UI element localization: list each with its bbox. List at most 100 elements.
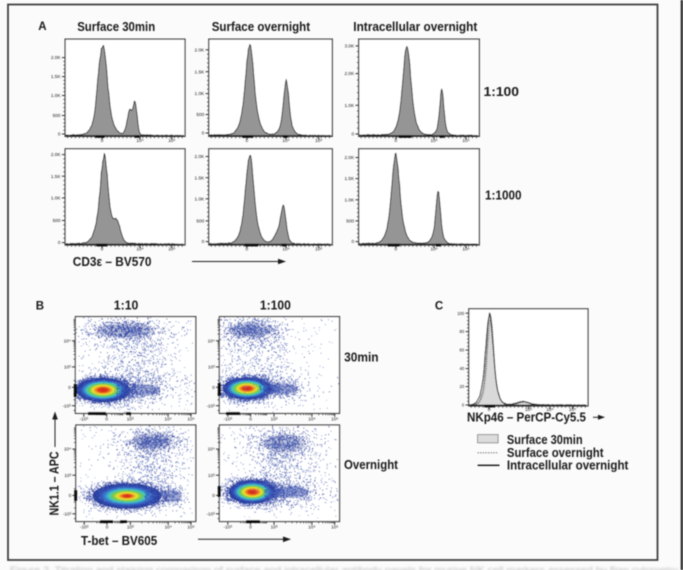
svg-text:0: 0: [105, 417, 108, 422]
svg-text:-10³: -10³: [206, 511, 215, 516]
svg-text:10⁴: 10⁴: [64, 338, 71, 343]
svg-text:Intracellular overnight: Intracellular overnight: [507, 458, 629, 473]
svg-text:1.0K: 1.0K: [344, 197, 355, 202]
svg-text:3.0K: 3.0K: [344, 44, 355, 49]
svg-text:10³: 10³: [127, 525, 134, 530]
svg-text:10⁴: 10⁴: [430, 138, 437, 143]
svg-text:10⁴: 10⁴: [308, 417, 315, 422]
svg-text:Overnight: Overnight: [344, 457, 399, 472]
svg-text:500: 500: [346, 219, 354, 224]
svg-text:0: 0: [69, 493, 72, 498]
svg-text:Figure 3. Titration and staini: Figure 3. Titration and staining compari…: [10, 565, 680, 570]
svg-text:0: 0: [68, 385, 71, 390]
svg-text:1:100: 1:100: [260, 298, 291, 313]
svg-text:Surface overnight: Surface overnight: [212, 19, 311, 34]
svg-text:2.0K: 2.0K: [344, 71, 355, 76]
svg-text:10⁴: 10⁴: [136, 138, 143, 143]
svg-text:2.0K: 2.0K: [51, 152, 62, 157]
svg-text:B: B: [36, 300, 44, 312]
svg-text:A: A: [38, 21, 46, 33]
svg-text:10³: 10³: [525, 407, 532, 412]
svg-text:1.0K: 1.0K: [344, 103, 355, 108]
svg-text:10⁵: 10⁵: [187, 525, 194, 530]
svg-text:-10³: -10³: [63, 511, 72, 516]
svg-text:10⁵: 10⁵: [168, 247, 175, 252]
svg-text:Surface 30min: Surface 30min: [77, 19, 155, 34]
svg-text:500: 500: [53, 113, 61, 118]
svg-text:0: 0: [394, 138, 397, 143]
svg-text:10⁵: 10⁵: [569, 407, 576, 412]
svg-text:1.0K: 1.0K: [195, 91, 206, 96]
svg-text:10⁵: 10⁵: [462, 138, 469, 143]
svg-text:1:10: 1:10: [114, 298, 139, 313]
svg-text:10⁴: 10⁴: [136, 247, 143, 252]
svg-text:0: 0: [101, 138, 104, 143]
svg-text:10³: 10³: [64, 473, 71, 478]
svg-text:500: 500: [196, 112, 204, 117]
svg-text:0: 0: [58, 132, 61, 137]
svg-text:1.0K: 1.0K: [51, 93, 62, 98]
svg-text:1.0K: 1.0K: [51, 196, 62, 201]
svg-text:100: 100: [457, 311, 465, 316]
svg-text:0: 0: [488, 407, 491, 412]
svg-text:1.5K: 1.5K: [195, 175, 206, 180]
svg-text:10⁴: 10⁴: [282, 138, 289, 143]
svg-text:10³: 10³: [271, 525, 278, 530]
svg-text:0: 0: [212, 493, 215, 498]
svg-text:-10³: -10³: [62, 403, 71, 408]
svg-text:0: 0: [394, 247, 397, 252]
svg-text:60: 60: [460, 348, 465, 353]
svg-text:1:1000: 1:1000: [485, 187, 522, 202]
svg-text:30min: 30min: [344, 350, 379, 365]
svg-text:0: 0: [245, 138, 248, 143]
svg-text:1.0K: 1.0K: [195, 196, 206, 201]
svg-text:0: 0: [351, 132, 354, 137]
svg-text:80: 80: [460, 329, 465, 334]
svg-text:20: 20: [460, 384, 465, 389]
svg-text:2.0K: 2.0K: [51, 55, 62, 60]
svg-text:-10³: -10³: [80, 417, 89, 422]
svg-text:10⁴: 10⁴: [282, 247, 289, 252]
svg-text:10⁴: 10⁴: [308, 525, 315, 530]
svg-text:1.5K: 1.5K: [344, 176, 355, 181]
svg-text:10⁵: 10⁵: [331, 417, 338, 422]
svg-text:10⁵: 10⁵: [187, 417, 194, 422]
svg-text:Intracellular overnight: Intracellular overnight: [353, 19, 478, 34]
svg-text:10⁴: 10⁴: [164, 417, 171, 422]
svg-text:10⁵: 10⁵: [315, 247, 322, 252]
svg-text:2.0K: 2.0K: [195, 154, 206, 159]
svg-text:-10³: -10³: [80, 525, 89, 530]
svg-text:Surface 30min: Surface 30min: [507, 432, 583, 447]
svg-text:10⁴: 10⁴: [165, 525, 172, 530]
svg-text:2.0K: 2.0K: [344, 155, 355, 160]
svg-text:10⁴: 10⁴: [430, 247, 437, 252]
svg-text:0: 0: [202, 239, 205, 244]
svg-text:10⁵: 10⁵: [331, 525, 338, 530]
svg-text:0: 0: [249, 525, 252, 530]
svg-text:1.5K: 1.5K: [51, 174, 62, 179]
svg-text:10⁵: 10⁵: [168, 138, 175, 143]
svg-text:-10³: -10³: [224, 525, 233, 530]
svg-text:0: 0: [101, 247, 104, 252]
svg-text:10³: 10³: [208, 473, 215, 478]
svg-text:0: 0: [351, 239, 354, 244]
svg-text:0: 0: [245, 247, 248, 252]
svg-text:10³: 10³: [271, 417, 278, 422]
svg-text:T-bet – BV605: T-bet – BV605: [81, 533, 157, 548]
svg-text:-10³: -10³: [206, 403, 215, 408]
svg-text:10³: 10³: [64, 365, 71, 370]
svg-text:Surface overnight: Surface overnight: [507, 445, 604, 460]
svg-text:0: 0: [202, 131, 205, 136]
svg-text:500: 500: [196, 219, 204, 224]
svg-text:-10³: -10³: [224, 417, 233, 422]
svg-text:10³: 10³: [208, 365, 215, 370]
svg-text:10⁵: 10⁵: [315, 138, 322, 143]
svg-text:0: 0: [58, 240, 61, 245]
svg-text:0: 0: [212, 385, 215, 390]
svg-text:0: 0: [462, 403, 465, 408]
svg-text:0: 0: [249, 417, 252, 422]
svg-text:0: 0: [106, 525, 109, 530]
svg-text:500: 500: [53, 218, 61, 223]
svg-text:10⁴: 10⁴: [208, 447, 215, 452]
svg-text:10⁵: 10⁵: [462, 247, 469, 252]
